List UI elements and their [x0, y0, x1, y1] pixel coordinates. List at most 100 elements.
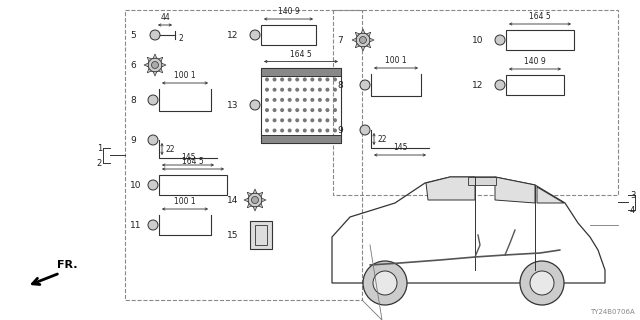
- Text: 145: 145: [180, 153, 195, 162]
- Circle shape: [150, 30, 160, 40]
- Text: 10: 10: [130, 180, 141, 189]
- Circle shape: [303, 118, 307, 122]
- Bar: [333, 10, 618, 195]
- Circle shape: [148, 58, 162, 72]
- Circle shape: [318, 77, 322, 82]
- Circle shape: [318, 88, 322, 92]
- Circle shape: [326, 77, 330, 82]
- Circle shape: [360, 36, 367, 44]
- Circle shape: [265, 88, 269, 92]
- Polygon shape: [247, 192, 252, 196]
- Circle shape: [280, 98, 284, 102]
- Text: 100 1: 100 1: [385, 56, 407, 65]
- Text: 1: 1: [97, 143, 102, 153]
- Circle shape: [360, 125, 370, 135]
- Polygon shape: [144, 63, 148, 67]
- Circle shape: [265, 77, 269, 82]
- Circle shape: [295, 77, 300, 82]
- Circle shape: [250, 30, 260, 40]
- Circle shape: [287, 108, 292, 112]
- Circle shape: [287, 77, 292, 82]
- Text: 12: 12: [472, 81, 483, 90]
- Circle shape: [495, 35, 505, 45]
- Polygon shape: [153, 72, 157, 76]
- Circle shape: [356, 33, 370, 47]
- Circle shape: [333, 88, 337, 92]
- Circle shape: [287, 88, 292, 92]
- Text: 8: 8: [130, 95, 136, 105]
- Text: TY24B0706A: TY24B0706A: [590, 309, 635, 315]
- Text: 22: 22: [165, 145, 175, 154]
- Circle shape: [295, 88, 300, 92]
- Text: FR.: FR.: [57, 260, 77, 270]
- Bar: [250, 221, 272, 249]
- Text: 7: 7: [337, 36, 343, 44]
- Text: 164 5: 164 5: [529, 12, 551, 21]
- Circle shape: [303, 129, 307, 132]
- Circle shape: [495, 80, 505, 90]
- Circle shape: [287, 129, 292, 132]
- Circle shape: [280, 129, 284, 132]
- Bar: [261, 68, 341, 76]
- Circle shape: [318, 118, 322, 122]
- Polygon shape: [259, 192, 263, 196]
- Circle shape: [363, 261, 407, 305]
- Circle shape: [310, 77, 314, 82]
- Circle shape: [287, 118, 292, 122]
- Text: 10: 10: [472, 36, 483, 44]
- Circle shape: [318, 129, 322, 132]
- Text: 5: 5: [130, 30, 136, 39]
- Circle shape: [318, 108, 322, 112]
- Bar: [506, 30, 574, 50]
- Bar: [159, 175, 227, 195]
- Text: 2: 2: [178, 34, 183, 43]
- Circle shape: [333, 118, 337, 122]
- Circle shape: [310, 129, 314, 132]
- Text: 164 5: 164 5: [182, 157, 204, 166]
- Text: 100 1: 100 1: [174, 197, 196, 206]
- Circle shape: [280, 88, 284, 92]
- Text: 4: 4: [630, 205, 636, 214]
- Circle shape: [303, 98, 307, 102]
- Circle shape: [333, 108, 337, 112]
- Polygon shape: [370, 38, 374, 42]
- Text: 3: 3: [630, 190, 636, 199]
- Circle shape: [326, 88, 330, 92]
- Circle shape: [265, 129, 269, 132]
- Text: 14: 14: [227, 196, 238, 204]
- Circle shape: [295, 118, 300, 122]
- Text: 164 5: 164 5: [290, 50, 312, 59]
- Circle shape: [148, 220, 158, 230]
- Circle shape: [273, 118, 276, 122]
- Circle shape: [273, 88, 276, 92]
- Circle shape: [295, 108, 300, 112]
- Polygon shape: [159, 68, 163, 73]
- Text: 12: 12: [227, 30, 238, 39]
- Circle shape: [148, 95, 158, 105]
- Text: 6: 6: [130, 60, 136, 69]
- Circle shape: [310, 108, 314, 112]
- Bar: [261, 68, 341, 142]
- Bar: [506, 75, 564, 95]
- Circle shape: [252, 196, 259, 204]
- Circle shape: [530, 271, 554, 295]
- Polygon shape: [426, 177, 475, 200]
- Polygon shape: [495, 177, 535, 203]
- Polygon shape: [244, 198, 248, 202]
- Circle shape: [265, 118, 269, 122]
- Polygon shape: [352, 38, 356, 42]
- Polygon shape: [367, 44, 371, 48]
- Circle shape: [310, 98, 314, 102]
- Circle shape: [248, 193, 262, 207]
- Text: 11: 11: [130, 220, 141, 229]
- Text: 2: 2: [97, 158, 102, 167]
- Circle shape: [303, 108, 307, 112]
- Polygon shape: [361, 47, 365, 51]
- Polygon shape: [355, 32, 360, 36]
- Bar: [468, 177, 496, 185]
- Text: 8: 8: [337, 81, 343, 90]
- Polygon shape: [262, 198, 266, 202]
- Circle shape: [326, 108, 330, 112]
- Circle shape: [152, 61, 159, 68]
- Circle shape: [280, 108, 284, 112]
